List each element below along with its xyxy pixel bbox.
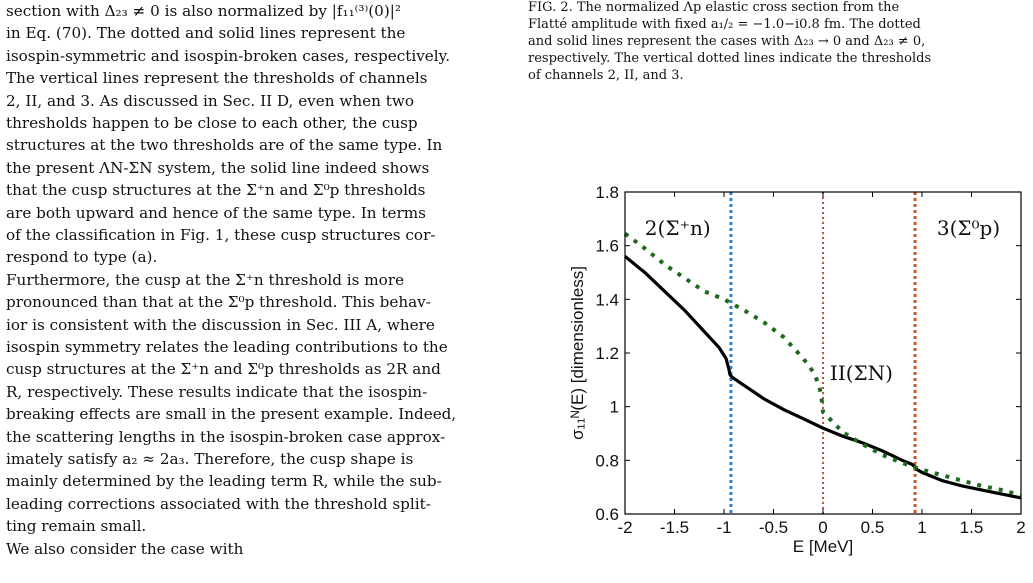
body-text-line: We also consider the case with bbox=[6, 539, 244, 558]
threshold-annotation: 3(Σ⁰p) bbox=[937, 216, 1000, 240]
body-text-line: cusp structures at the Σ⁺n and Σ⁰p thres… bbox=[6, 360, 441, 379]
body-text-line: section with Δ₂₃ ≠ 0 is also normalized … bbox=[6, 2, 401, 20]
body-text-line: isospin-symmetric and isospin-broken cas… bbox=[6, 46, 451, 65]
x-tick-label: 1.5 bbox=[960, 518, 984, 537]
series-line-isospin-broken bbox=[623, 255, 1022, 500]
x-tick-label: 1 bbox=[917, 518, 926, 537]
body-text-line: leading corrections associated with the … bbox=[6, 494, 431, 513]
body-text-line: imately satisfy a₂ ≈ 2a₃. Therefore, the… bbox=[6, 450, 414, 468]
threshold-annotation: II(ΣN) bbox=[830, 361, 893, 385]
x-tick-label: -1 bbox=[716, 518, 731, 537]
body-text-line: ting remain small. bbox=[6, 517, 147, 536]
body-text-line: mainly determined by the leading term R,… bbox=[6, 472, 442, 491]
body-text-line: Furthermore, the cusp at the Σ⁺n thresho… bbox=[6, 270, 405, 289]
x-tick-label: -0.5 bbox=[759, 518, 788, 537]
caption-line: respectively. The vertical dotted lines … bbox=[528, 51, 932, 66]
x-tick-label: 2 bbox=[1016, 518, 1025, 537]
body-text-line: R, respectively. These results indicate … bbox=[6, 382, 428, 401]
body-text-line: pronounced than that at the Σ⁰p threshol… bbox=[6, 293, 431, 312]
y-tick-label: 1.2 bbox=[595, 344, 619, 363]
body-text-line: respond to type (a). bbox=[6, 248, 158, 267]
body-text-line: 2, II, and 3. As discussed in Sec. II D,… bbox=[6, 91, 414, 110]
y-tick-label: 1 bbox=[610, 398, 619, 417]
y-tick-label: 1.6 bbox=[595, 237, 619, 256]
body-text-line: that the cusp structures at the Σ⁺n and … bbox=[6, 181, 426, 200]
body-text-line: of the classification in Fig. 1, these c… bbox=[6, 226, 436, 244]
caption-line: FIG. 2. The normalized Λp elastic cross … bbox=[528, 0, 900, 15]
threshold-annotation: 2(Σ⁺n) bbox=[645, 216, 711, 240]
x-tick-label: 0 bbox=[818, 518, 827, 537]
caption-line: Flatté amplitude with fixed a₁/₂ = −1.0−… bbox=[528, 17, 921, 32]
body-text-line: are both upward and hence of the same ty… bbox=[6, 203, 426, 222]
body-text-line: structures at the two thresholds are of … bbox=[6, 136, 443, 155]
x-tick-label: -2 bbox=[617, 518, 632, 537]
x-tick-label: -1.5 bbox=[660, 518, 689, 537]
x-axis-label: E [MeV] bbox=[793, 537, 853, 556]
cross-section-chart: -2 -1.5 -1 -0.5 0 0.5 1 1.5 2 0.6 0.8 1 1.2 1.4 1.6 1.8… bbox=[570, 183, 1026, 556]
body-text-line: thresholds happen to be close to each ot… bbox=[6, 114, 418, 132]
caption-line: and solid lines represent the cases with… bbox=[528, 34, 926, 49]
body-text-line: the present ΛN-ΣN system, the solid line… bbox=[6, 158, 430, 177]
y-tick-label: 0.8 bbox=[595, 451, 619, 470]
series-line-isospin-symmetric bbox=[623, 231, 1022, 498]
x-tick-label: 0.5 bbox=[861, 518, 885, 537]
body-text-line: in Eq. (70). The dotted and solid lines … bbox=[6, 24, 406, 43]
body-text-line: The vertical lines represent the thresho… bbox=[6, 69, 428, 88]
body-text-line: breaking effects are small in the presen… bbox=[6, 405, 457, 424]
body-text-line: the scattering lengths in the isospin-br… bbox=[6, 427, 446, 446]
y-axis-label: σ₁₁ᴺ(E) [dimensionless] bbox=[570, 266, 587, 440]
y-tick-label: 1.8 bbox=[595, 183, 619, 202]
y-tick-label: 1.4 bbox=[595, 290, 619, 309]
body-text-line: isospin symmetry relates the leading con… bbox=[6, 338, 448, 356]
y-tick-label: 0.6 bbox=[595, 505, 619, 524]
body-text-line: ior is consistent with the discussion in… bbox=[6, 315, 435, 334]
caption-line: of channels 2, II, and 3. bbox=[528, 68, 684, 83]
